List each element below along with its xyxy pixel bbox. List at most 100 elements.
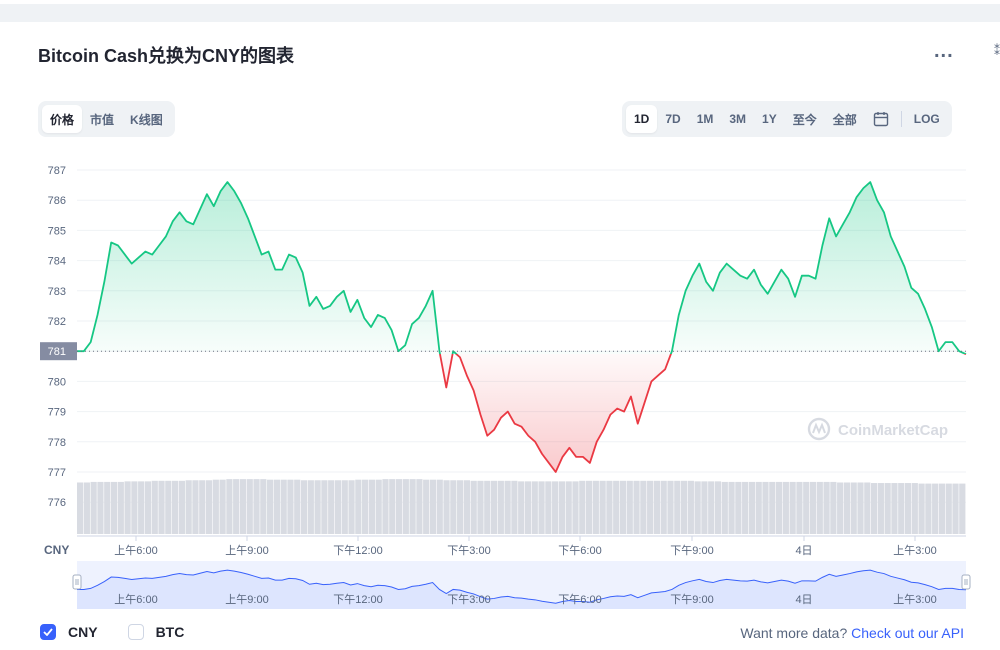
navigator-tick-label: 下午9:00 <box>670 593 713 606</box>
volume-bar <box>165 480 172 534</box>
volume-bar <box>463 480 471 534</box>
volume-bar <box>260 479 267 534</box>
y-tick-label: 780 <box>48 376 66 388</box>
tab-market-cap[interactable]: 市值 <box>90 112 115 127</box>
volume-bar <box>273 479 280 534</box>
volume-bar <box>904 483 912 534</box>
volume-bar <box>470 480 477 534</box>
y-tick-label: 778 <box>48 437 66 449</box>
volume-bar <box>843 482 851 534</box>
currency-axis-label: CNY <box>44 543 69 557</box>
volume-bar <box>606 480 613 534</box>
volume-bar <box>748 481 756 534</box>
volume-bar <box>552 481 559 534</box>
navigator-tick-label: 上午9:00 <box>225 593 268 606</box>
range-1m[interactable]: 1M <box>696 112 714 126</box>
api-link[interactable]: Check out our API <box>851 625 964 641</box>
api-prompt: Want more data? <box>740 625 848 641</box>
navigator-tick-label: 上午3:00 <box>893 593 936 606</box>
more-options-icon[interactable]: ... <box>934 40 954 62</box>
volume-bar <box>416 479 423 534</box>
navigator-tick-label: 下午3:00 <box>447 593 490 606</box>
y-tick-label: 785 <box>48 225 66 237</box>
range-ytd[interactable]: 至今 <box>792 112 817 127</box>
log-scale-toggle[interactable]: LOG <box>913 112 940 126</box>
volume-bar <box>287 479 294 534</box>
volume-bar <box>952 483 959 534</box>
volume-bar <box>864 482 871 534</box>
volume-bar <box>97 481 104 534</box>
volume-bar <box>796 481 803 534</box>
range-1y[interactable]: 1Y <box>762 112 777 126</box>
volume-bar <box>219 479 226 534</box>
range-3m[interactable]: 3M <box>729 112 747 126</box>
volume-bar <box>775 481 783 534</box>
calendar-icon[interactable] <box>865 105 897 133</box>
volume-bar <box>368 479 375 534</box>
edge-fragment-icon: ⁑ <box>994 44 1000 58</box>
price-chart[interactable]: 787 786 785 784 783 782 780 779 778 777 776 781 CNY 上… <box>0 150 1000 620</box>
volume-bar <box>762 481 769 534</box>
logo-mark <box>812 422 826 435</box>
volume-bar <box>300 480 308 534</box>
y-tick-label: 779 <box>48 407 66 419</box>
legend-item-cny[interactable]: CNY <box>40 624 98 640</box>
baseline-label-box <box>40 342 77 361</box>
volume-bar <box>701 481 708 534</box>
volume-bar <box>932 483 939 534</box>
navigator-right-handle[interactable] <box>961 574 971 590</box>
navigator-tick-label: 上午6:00 <box>114 593 157 606</box>
tab-price[interactable]: 价格 <box>42 105 83 133</box>
checkbox-btc[interactable] <box>127 624 144 640</box>
x-tick-label: 下午9:00 <box>670 544 713 557</box>
volume-bar <box>545 481 552 534</box>
volume-bar <box>402 479 409 534</box>
volume-bar <box>212 479 219 534</box>
range-all[interactable]: 全部 <box>832 112 857 127</box>
volume-bar <box>742 481 749 534</box>
volume-bar <box>490 480 498 534</box>
price-line-up <box>77 181 967 354</box>
checkbox-cny[interactable] <box>40 624 56 640</box>
volume-bar <box>613 480 620 534</box>
range-7d[interactable]: 7D <box>665 112 681 126</box>
y-tick-label: 783 <box>48 286 66 298</box>
legend-item-btc[interactable]: BTC <box>127 624 184 640</box>
y-tick-label: 787 <box>48 165 66 177</box>
x-tick-label: 4日 <box>795 545 812 557</box>
volume-bar <box>782 481 789 534</box>
volume-bar <box>816 481 823 534</box>
volume-bar <box>558 481 566 534</box>
volume-bar <box>653 480 661 534</box>
volume-bar <box>280 479 287 534</box>
volume-bar <box>341 480 348 534</box>
volume-bar <box>110 481 118 534</box>
volume-bar <box>911 483 918 534</box>
volume-bar <box>205 480 213 534</box>
volume-bar <box>321 480 328 534</box>
coinmarketcap-logo-icon <box>807 417 831 441</box>
volume-bar <box>572 481 579 534</box>
logo-ring <box>807 417 831 441</box>
volume-bar <box>307 480 314 534</box>
volume-bar <box>531 481 538 534</box>
volume-bar <box>809 481 817 534</box>
navigator-left-handle[interactable] <box>72 574 82 590</box>
volume-bar <box>90 481 97 534</box>
range-1d[interactable]: 1D <box>626 105 658 133</box>
tab-candlestick[interactable]: K线图 <box>130 112 163 127</box>
area-fill-up <box>77 182 966 354</box>
baseline-label: 781 <box>48 346 66 358</box>
navigator-tick-label: 4日 <box>795 594 812 606</box>
volume-bar <box>511 480 518 534</box>
volume-bar <box>328 480 335 534</box>
volume-bar <box>640 480 647 534</box>
volume-bar <box>83 482 90 534</box>
handle-body <box>961 574 971 590</box>
volume-bar <box>267 479 274 534</box>
volume-bar <box>877 483 884 534</box>
volume-bar <box>518 481 525 534</box>
volume-bar <box>477 480 484 534</box>
volume-bar <box>314 480 321 534</box>
area-fill-down <box>439 354 966 472</box>
